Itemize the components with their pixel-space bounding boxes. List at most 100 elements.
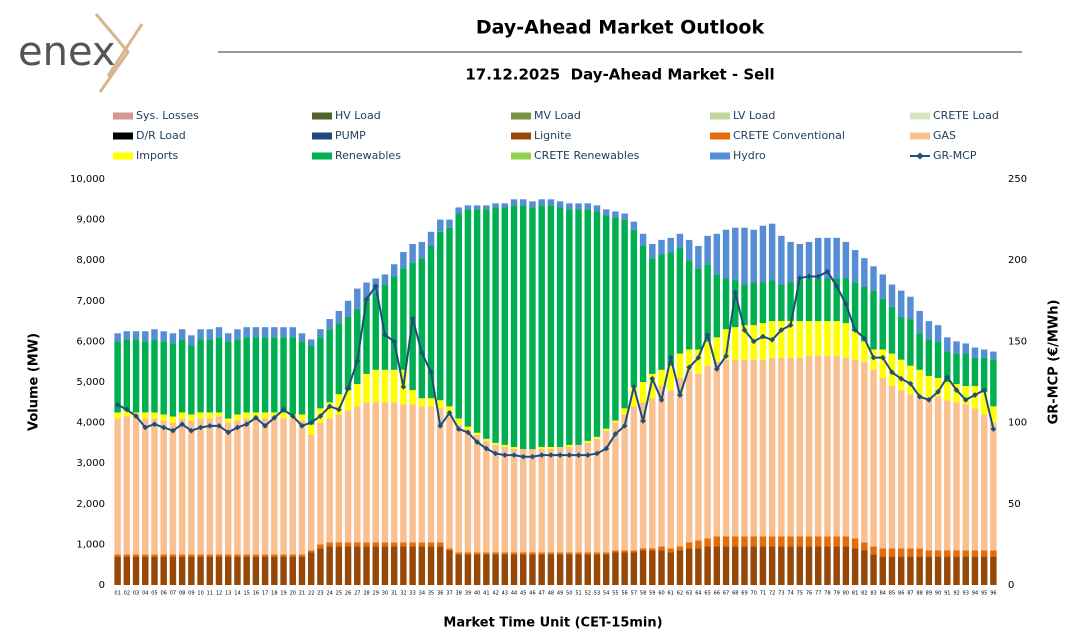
line-marker (400, 384, 407, 390)
bar-segment (990, 351, 997, 360)
bar-segment (842, 278, 850, 324)
bar-segment (427, 231, 435, 246)
legend-item: HV Load (312, 109, 381, 122)
x-tick-label: 64 (695, 591, 701, 597)
line-marker (446, 410, 453, 416)
line-marker (243, 421, 250, 428)
bar-segment (354, 384, 361, 407)
bar-segment (390, 402, 398, 543)
bar-segment (916, 548, 923, 557)
y-axis-label: Volume (MW) (27, 333, 42, 431)
line-marker (262, 423, 268, 429)
line-marker (529, 453, 536, 460)
bar-segment (354, 288, 361, 309)
bar-segment (934, 325, 942, 342)
x-tick-label: 38 (456, 591, 462, 597)
line-marker (806, 273, 812, 280)
bar-segment (815, 536, 822, 547)
bar-segment (409, 262, 416, 391)
legend-label: CRETE Load (933, 109, 999, 122)
x-tick-label: 45 (520, 591, 526, 597)
bar-segment (685, 260, 693, 350)
x-tick-label: 66 (714, 591, 720, 597)
bar-segment (824, 278, 831, 322)
y-tick-label: 7,000 (76, 296, 105, 307)
bar-segment (418, 406, 426, 543)
legend-swatch (710, 132, 730, 140)
bar-segment (335, 310, 343, 324)
bar-segment (630, 552, 638, 585)
bar-segment (556, 207, 564, 447)
bar-segment (520, 448, 527, 553)
bar-segment (280, 337, 287, 413)
bar-segment (944, 351, 951, 382)
bar-segment (197, 418, 204, 555)
x-tick-label: 82 (861, 591, 867, 597)
bar-segment (427, 546, 435, 585)
line-marker (713, 366, 720, 372)
bar-segment (990, 550, 997, 557)
bar-segment (510, 199, 518, 206)
bar-segment (824, 355, 831, 537)
bar-segment (317, 544, 324, 549)
bar-segment (160, 556, 167, 585)
line-marker (382, 332, 388, 338)
bar-segment (206, 418, 214, 555)
bar-segment (593, 554, 601, 585)
legend-swatch (511, 132, 531, 140)
bar-segment (658, 254, 665, 370)
x-tick-label: 37 (446, 591, 452, 597)
bar-segment (621, 408, 628, 415)
x-tick-label: 96 (990, 591, 996, 597)
x-tick-label: 36 (437, 591, 443, 597)
bar-segment (446, 414, 453, 549)
x-tick-label: 86 (898, 591, 904, 597)
bar-segment (639, 402, 647, 549)
bar-segment (114, 341, 121, 413)
line-marker (843, 301, 849, 307)
x-tick-label: 47 (538, 591, 544, 597)
bar-segment (215, 412, 223, 417)
legend-swatch (312, 132, 332, 140)
bar-segment (750, 282, 757, 326)
bar-segment (695, 245, 702, 269)
line-marker (455, 426, 462, 432)
bar-segment (547, 205, 555, 447)
bar-segment (888, 548, 896, 557)
line-marker (197, 424, 204, 431)
line-marker (428, 369, 434, 376)
bar-segment (280, 412, 287, 419)
line-marker (409, 315, 416, 322)
bar-segment (151, 556, 158, 585)
bar-segment (897, 556, 905, 585)
line-marker (732, 289, 739, 296)
bar-segment (934, 341, 942, 378)
x-tick-label: 50 (566, 591, 572, 597)
x-tick-label: 77 (815, 591, 821, 597)
line-marker (216, 423, 222, 429)
x-tick-label: 56 (621, 591, 627, 597)
bar-segment (630, 229, 638, 387)
bar-segment (206, 339, 214, 413)
bar-segment (225, 422, 232, 555)
bar-segment (851, 250, 859, 283)
line-marker (879, 354, 886, 361)
x-tick-label: 20 (290, 591, 296, 597)
y-tick-label: 10,000 (70, 174, 105, 185)
line-marker (566, 452, 573, 458)
bar-segment (796, 536, 804, 547)
bar-segment (556, 552, 564, 555)
bar-segment (934, 550, 942, 557)
bar-segment (492, 552, 499, 555)
bar-segment (437, 546, 444, 585)
bar-segment (390, 542, 398, 547)
bar-segment (261, 337, 269, 413)
bar-segment (151, 339, 158, 413)
bar-segment (695, 548, 702, 585)
bar-segment (178, 339, 186, 413)
x-tick-label: 81 (852, 591, 858, 597)
bar-segment (252, 556, 260, 585)
line-marker (206, 423, 213, 429)
bar-segment (483, 554, 490, 585)
line-marker (741, 327, 748, 333)
